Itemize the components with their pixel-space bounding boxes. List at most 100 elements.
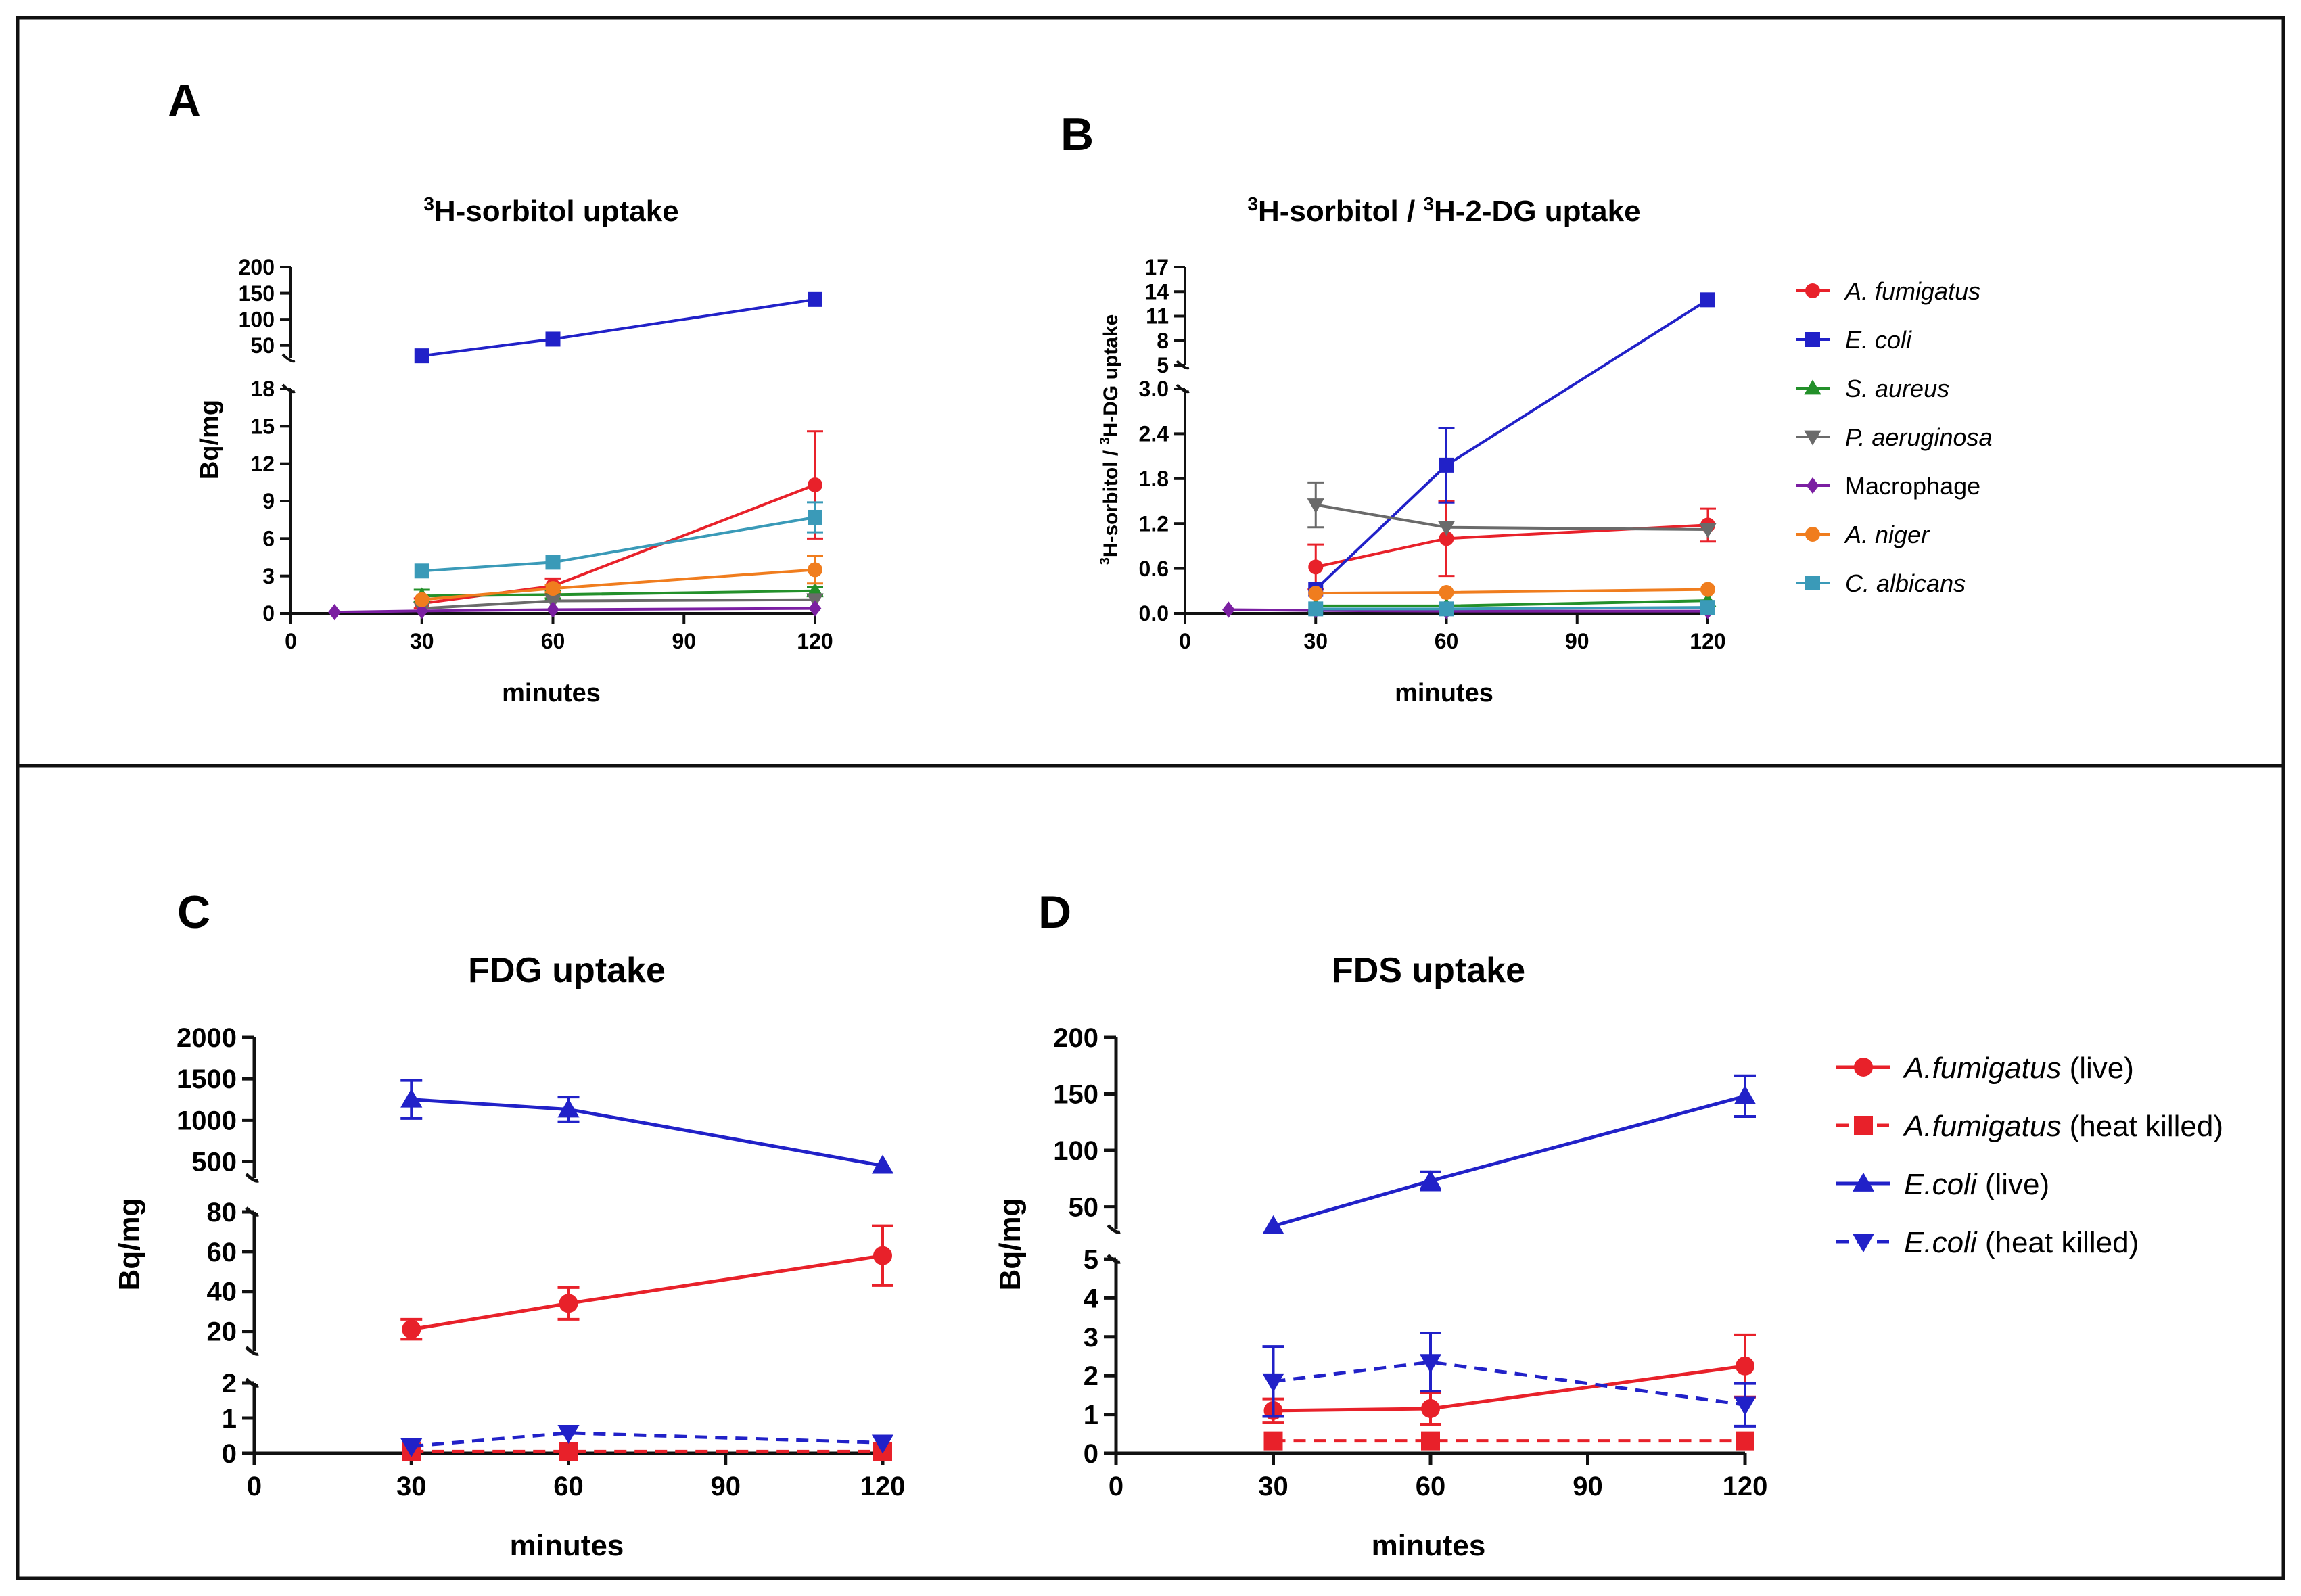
y-tick-label: 6	[262, 527, 275, 551]
legend-label-name: A.fumigatus	[1902, 1110, 2061, 1143]
legend-marker-e-coli	[1852, 1234, 1875, 1253]
panel-d-title: FDS uptake	[1332, 951, 1525, 990]
x-tick-label: 30	[1303, 629, 1328, 653]
legend-marker-s-aureus	[1804, 379, 1821, 395]
series-e-coli-heat-killed	[1262, 1332, 1757, 1428]
panel-c-title: FDG uptake	[468, 951, 666, 990]
series-a-niger	[1308, 582, 1715, 601]
x-tick-label: 0	[1109, 1472, 1123, 1501]
data-point-c-albicans	[1439, 601, 1454, 617]
x-tick-label: 30	[1258, 1472, 1288, 1501]
data-point-a-fumigatus-heat-killed	[559, 1442, 578, 1461]
axis-break-mark	[281, 353, 296, 363]
x-tick-label: 0	[1179, 629, 1191, 653]
legend-marker-p-aeruginosa	[1804, 430, 1821, 446]
panel-a: A 3H-sorbitol uptake Bq/mg minutes 50100…	[168, 75, 833, 707]
figure-border	[16, 16, 2285, 1580]
y-tick-label: 11	[1146, 304, 1169, 329]
legend-item-e-coli-heat-killed: E.coli (heat killed)	[1836, 1226, 2139, 1259]
data-point-e-coli-heat-killed	[871, 1434, 894, 1454]
data-point-a-fumigatus-live	[1736, 1356, 1754, 1376]
x-tick-label: 120	[1690, 629, 1725, 653]
series-p-aeruginosa	[1307, 481, 1717, 538]
y-tick-label: 1.2	[1139, 511, 1169, 536]
series-a-fumigatus-live	[1262, 1333, 1756, 1426]
y-tick-label: 4	[1084, 1284, 1099, 1313]
x-tick-label: 120	[1723, 1472, 1768, 1501]
data-point-a-fumigatus-live	[1421, 1399, 1440, 1418]
x-tick-label: 90	[1565, 629, 1589, 653]
data-point-e-coli-live	[557, 1098, 580, 1118]
data-point-c-albicans	[545, 555, 561, 570]
y-tick-label: 500	[191, 1148, 237, 1177]
y-tick-label: 2	[1084, 1361, 1098, 1391]
data-point-macrophage	[808, 600, 822, 617]
panel-c-y-axis-label: Bq/mg	[113, 1198, 146, 1291]
axis-break-mark	[245, 1173, 259, 1183]
x-tick-label: 60	[541, 629, 565, 653]
y-tick-label: 3.0	[1139, 377, 1169, 401]
panel-d-legend: A.fumigatus (live)A.fumigatus (heat kill…	[1836, 1052, 2223, 1259]
data-point-e-coli	[1439, 457, 1454, 473]
y-tick-label: 40	[207, 1277, 237, 1307]
y-tick-label: 0	[1084, 1439, 1098, 1469]
y-tick-label: 5	[1084, 1245, 1098, 1275]
data-point-macrophage	[547, 601, 559, 618]
data-point-a-niger	[414, 592, 429, 607]
series-e-coli-live	[1262, 1074, 1757, 1234]
x-tick-label: 60	[1416, 1472, 1446, 1501]
data-point-e-coli-live	[871, 1154, 894, 1174]
axis-break-mark	[1107, 1224, 1121, 1234]
legend-label: E.coli (heat killed)	[1904, 1226, 2139, 1259]
panel-d: D FDS uptake Bq/mg minutes 5010015020001…	[994, 887, 2223, 1562]
legend-marker-c-albicans	[1805, 576, 1820, 590]
data-point-macrophage	[415, 603, 429, 619]
series-line-c-albicans	[1316, 606, 1709, 611]
series-line-macrophage	[334, 607, 816, 614]
legend-label: E. coli	[1845, 326, 1912, 354]
x-tick-label: 90	[711, 1472, 741, 1501]
panel-c: C FDG uptake Bq/mg minutes 5001000150020…	[113, 887, 905, 1562]
series-c-albicans	[1308, 600, 1715, 617]
legend-label: C. albicans	[1845, 569, 1966, 597]
legend-item-a-niger: A. niger	[1796, 521, 1930, 548]
legend-label: Macrophage	[1845, 472, 1980, 500]
panel-b-title: 3H-sorbitol / 3H-2-DG uptake	[1247, 193, 1640, 228]
y-tick-label: 1.8	[1139, 467, 1169, 491]
panel-b-y-axis-label: 3H-sorbitol / 3H-DG uptake	[1098, 314, 1122, 565]
series-a-fumigatus-live	[400, 1224, 893, 1341]
y-tick-label: 1500	[177, 1064, 237, 1094]
data-point-macrophage	[328, 604, 341, 621]
data-point-a-niger	[1308, 586, 1324, 601]
x-tick-label: 60	[1435, 629, 1459, 653]
data-point-a-niger	[808, 562, 822, 578]
x-tick-label: 90	[1573, 1472, 1603, 1501]
x-tick-label: 0	[285, 629, 297, 653]
legend-label-name: E.coli	[1904, 1168, 1978, 1201]
y-tick-label: 60	[207, 1238, 237, 1267]
data-point-a-fumigatus-live	[402, 1319, 421, 1339]
data-point-e-coli-heat-killed	[400, 1438, 423, 1457]
y-tick-label: 5	[1157, 353, 1169, 377]
data-point-a-niger	[545, 581, 561, 596]
data-point-e-coli-live	[1734, 1085, 1757, 1104]
y-tick-label: 3	[1084, 1323, 1098, 1353]
series-e-coli	[1308, 292, 1715, 597]
panel-a-label: A	[168, 75, 201, 126]
legend-marker-e-coli	[1852, 1172, 1875, 1192]
legend-label-suffix: (live)	[1977, 1168, 2050, 1201]
series-c-albicans	[414, 501, 823, 579]
y-tick-label: 8	[1157, 329, 1169, 353]
x-tick-label: 60	[553, 1472, 584, 1501]
y-tick-label: 9	[262, 489, 275, 513]
y-tick-label: 3	[262, 564, 275, 588]
y-tick-label: 1	[1084, 1401, 1098, 1430]
y-tick-label: 0.6	[1139, 557, 1169, 581]
data-point-c-albicans	[1308, 601, 1324, 617]
data-point-c-albicans	[808, 509, 822, 525]
data-point-e-coli-heat-killed	[1734, 1396, 1757, 1416]
legend-item-c-albicans: C. albicans	[1796, 569, 1966, 597]
legend-label-suffix: (heat killed)	[1977, 1226, 2139, 1259]
